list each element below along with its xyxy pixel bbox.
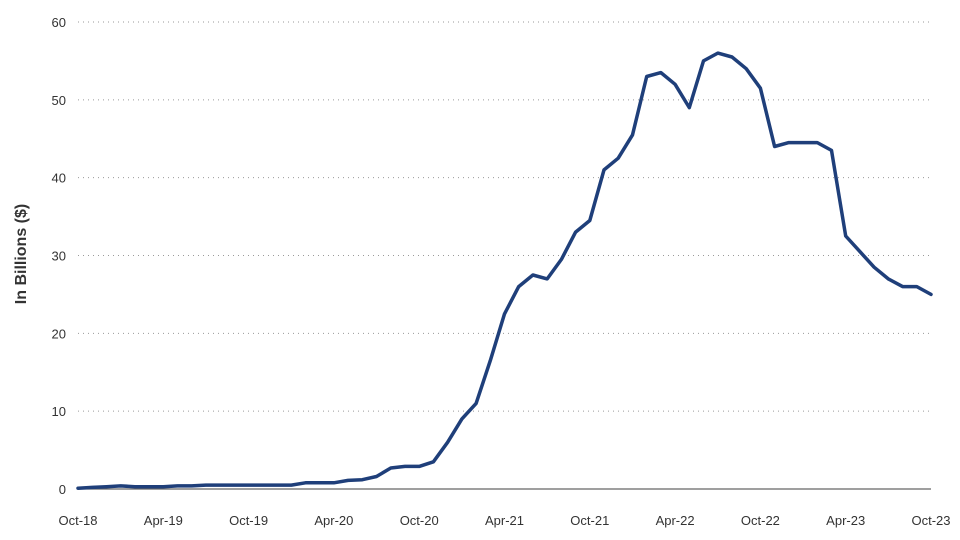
x-tick-label: Oct-21 <box>570 513 609 528</box>
x-tick-label: Apr-22 <box>656 513 695 528</box>
y-tick-label: 30 <box>52 249 66 264</box>
x-tick-label: Oct-22 <box>741 513 780 528</box>
series-layer <box>76 51 933 490</box>
x-tick-label: Oct-20 <box>400 513 439 528</box>
y-tick-label: 40 <box>52 171 66 186</box>
grid-lines <box>78 21 931 412</box>
y-tick-label: 20 <box>52 326 66 341</box>
x-tick-label: Oct-23 <box>911 513 950 528</box>
y-tick-label: 60 <box>52 15 66 30</box>
y-tick-label: 50 <box>52 93 66 108</box>
series-line <box>76 51 933 490</box>
x-tick-label: Oct-18 <box>58 513 97 528</box>
x-tick-label: Apr-21 <box>485 513 524 528</box>
y-tick-label: 0 <box>59 482 66 497</box>
x-tick-label: Oct-19 <box>229 513 268 528</box>
x-axis-ticks: Oct-18 Apr-19 Oct-19 Apr-20 Oct-20 Apr-21 Oct-… <box>58 513 950 528</box>
x-tick-label: Apr-20 <box>314 513 353 528</box>
y-axis-ticks: 0 10 20 30 40 50 60 <box>52 15 66 497</box>
x-tick-label: Apr-23 <box>826 513 865 528</box>
y-axis-title: In Billions ($) <box>13 204 30 304</box>
x-tick-label: Apr-19 <box>144 513 183 528</box>
y-tick-label: 10 <box>52 404 66 419</box>
